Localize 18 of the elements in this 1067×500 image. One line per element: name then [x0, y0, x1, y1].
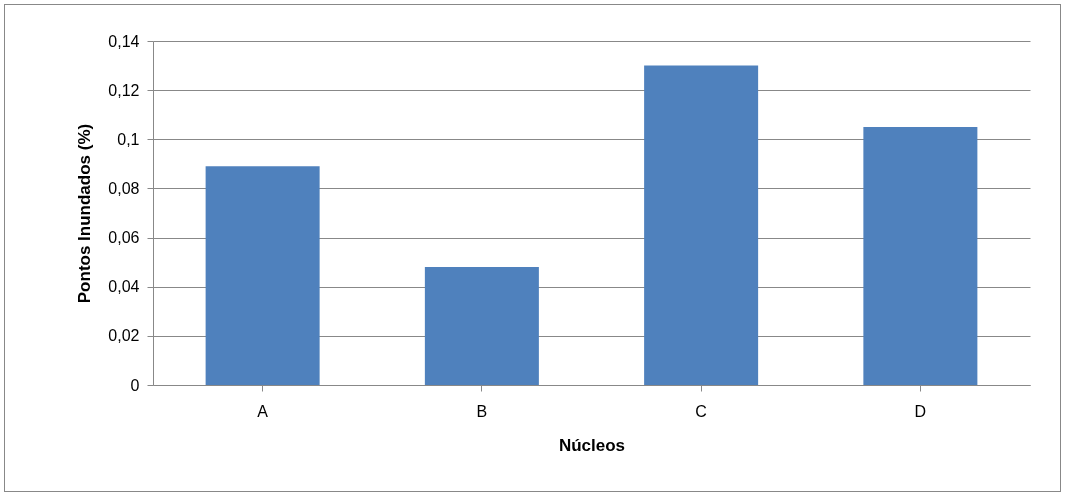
y-tick-label: 0,04 — [108, 278, 140, 296]
y-tick-label: 0,02 — [108, 327, 140, 345]
bar — [863, 127, 978, 385]
bar — [205, 166, 320, 385]
y-axis-title: Pontos Inundados (%) — [75, 123, 95, 304]
bar — [424, 267, 539, 385]
x-tick-label: C — [695, 402, 707, 420]
x-tick-label: B — [476, 402, 488, 420]
bar — [644, 65, 759, 385]
y-tick-label: 0,1 — [117, 130, 140, 148]
x-tick-label: D — [914, 402, 927, 420]
y-tick-label: 0,14 — [108, 32, 140, 50]
x-axis-title: Núcleos — [558, 435, 626, 455]
y-tick-label: 0,12 — [108, 81, 140, 99]
y-tick-label: 0,08 — [108, 179, 140, 197]
y-tick-label: 0 — [130, 376, 140, 394]
y-tick-label: 0,06 — [108, 229, 140, 247]
x-tick-label: A — [257, 402, 269, 420]
